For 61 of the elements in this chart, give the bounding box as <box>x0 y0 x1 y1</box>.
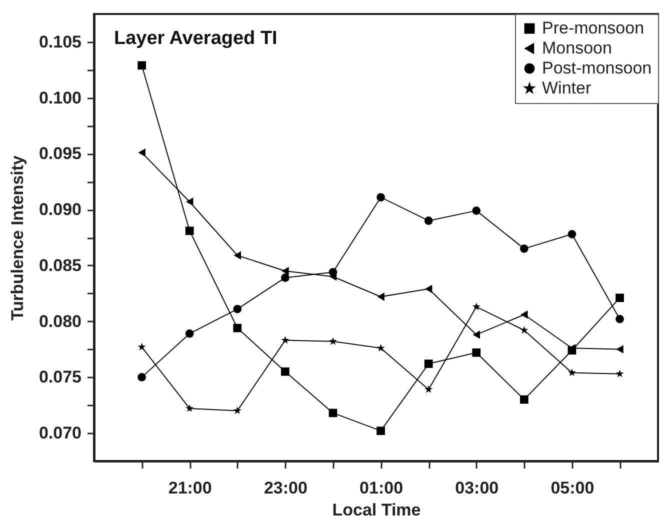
legend-label: Post-monsoon <box>542 58 652 78</box>
point <box>376 426 385 436</box>
point <box>520 326 528 334</box>
point <box>377 292 384 301</box>
point <box>424 360 433 368</box>
y-tick-label: 0.105 <box>38 32 82 52</box>
point <box>616 314 624 324</box>
point <box>568 368 576 376</box>
point <box>281 336 290 344</box>
y-tick-label: 0.085 <box>38 256 82 275</box>
point <box>185 226 194 235</box>
x-tick-label: 05:00 <box>550 478 594 498</box>
point <box>424 385 433 393</box>
y-tick-label: 0.075 <box>38 368 82 387</box>
point <box>424 284 432 294</box>
y-axis-title: Turbulence Intensity <box>8 154 27 320</box>
point <box>328 268 338 276</box>
point <box>282 266 289 276</box>
point <box>472 348 481 357</box>
point <box>376 193 385 202</box>
point <box>233 406 242 414</box>
point <box>616 294 624 302</box>
x-tick-label: 03:00 <box>455 478 499 498</box>
point <box>138 373 146 382</box>
x-tick-label: 01:00 <box>360 478 404 498</box>
legend-label: Pre-monsoon <box>542 18 644 38</box>
point <box>329 337 337 345</box>
text: Layer Averaged TI <box>114 28 278 49</box>
point <box>138 61 146 70</box>
point <box>616 370 624 378</box>
point <box>568 230 576 238</box>
point <box>138 342 146 350</box>
point <box>233 324 242 332</box>
y-tick-label: 0.095 <box>38 144 82 164</box>
point <box>281 274 290 282</box>
point <box>186 198 194 206</box>
y-tick-label: 0.100 <box>38 88 82 108</box>
x-tick-label: 23:00 <box>264 478 308 498</box>
point <box>233 304 242 314</box>
point <box>472 330 480 339</box>
legend-label: Monsoon <box>542 38 612 58</box>
y-tick-label: 0.080 <box>38 312 82 331</box>
point <box>234 251 242 260</box>
point <box>281 367 290 376</box>
point <box>616 345 624 354</box>
x-tick-label: 21:00 <box>168 478 212 498</box>
point <box>520 310 528 319</box>
point <box>138 148 146 157</box>
point <box>376 344 385 352</box>
point <box>472 302 480 310</box>
y-tick-label: 0.090 <box>38 200 82 220</box>
x-axis-title: Local Time <box>332 500 421 520</box>
legend-label: Winter <box>542 78 592 98</box>
point <box>185 329 194 338</box>
point <box>520 244 528 253</box>
y-tick-label: 0.070 <box>38 424 82 443</box>
point <box>520 395 528 404</box>
point <box>472 206 481 215</box>
point <box>328 408 338 418</box>
point <box>424 216 433 225</box>
point <box>186 404 194 412</box>
